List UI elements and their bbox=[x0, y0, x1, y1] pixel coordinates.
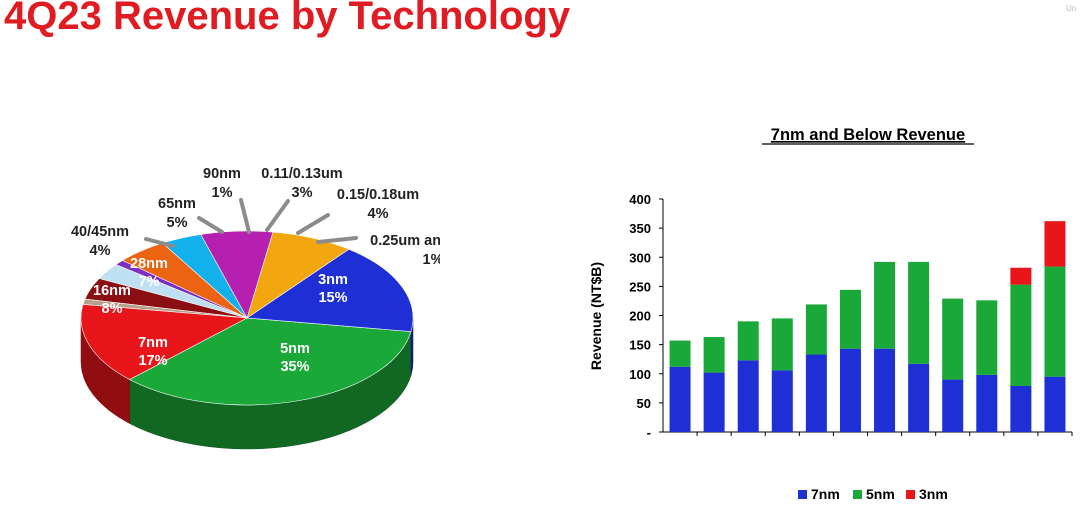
bars bbox=[669, 221, 1066, 432]
pie-label-90nm: 90nm 1% bbox=[203, 166, 241, 201]
legend-label-7nm: 7nm bbox=[811, 486, 840, 502]
y-tick-label: 50 bbox=[637, 396, 651, 411]
bar-7nm-11 bbox=[1010, 385, 1032, 432]
bar-5nm-3 bbox=[737, 321, 759, 361]
pie-label-65nm: 65nm 5% bbox=[158, 196, 196, 231]
y-tick-label: - bbox=[647, 425, 651, 440]
bar-5nm-10 bbox=[976, 300, 998, 375]
y-tick-label: 350 bbox=[629, 221, 651, 236]
bar-5nm-2 bbox=[703, 337, 725, 373]
bar-5nm-4 bbox=[771, 318, 793, 371]
bar-5nm-9 bbox=[942, 298, 964, 380]
bar-5nm-7 bbox=[874, 261, 896, 349]
legend-swatch-3nm bbox=[906, 490, 915, 499]
bar-7nm-8 bbox=[908, 363, 930, 432]
y-axis-label: Revenue (NT$B) bbox=[588, 262, 604, 370]
y-tick-label: 300 bbox=[629, 250, 651, 265]
bar-5nm-5 bbox=[805, 304, 827, 355]
bar-7nm-2 bbox=[703, 372, 725, 432]
bar-legend: 7nm 5nm 3nm bbox=[798, 486, 948, 502]
pie-label-3nm: 3nm 15% bbox=[318, 272, 348, 306]
pie-label-16nm: 16nm 8% bbox=[93, 283, 131, 317]
pie-slice-5nm bbox=[128, 317, 412, 406]
bar-7nm-9 bbox=[942, 379, 964, 432]
y-tick-label: 150 bbox=[629, 338, 651, 353]
pie-label-7nm: 7nm 17% bbox=[138, 335, 168, 369]
pie-slice-7nm bbox=[246, 248, 414, 332]
pie-leader-65nm bbox=[197, 216, 224, 234]
pie-leader-0-11-0-13um bbox=[265, 199, 290, 232]
bar-3nm-12 bbox=[1044, 221, 1066, 267]
y-tick-label: 200 bbox=[629, 309, 651, 324]
legend-label-5nm: 5nm bbox=[866, 486, 895, 502]
bar-7nm-10 bbox=[976, 374, 998, 432]
pie-leader-90nm bbox=[239, 198, 251, 234]
y-tick-label: 100 bbox=[629, 367, 651, 382]
bar-7nm-7 bbox=[874, 348, 896, 432]
legend-swatch-7nm bbox=[798, 490, 807, 499]
bar-3nm-11 bbox=[1010, 267, 1032, 285]
bar-5nm-6 bbox=[839, 289, 861, 349]
pie-leader-0-15-0-18um bbox=[296, 213, 330, 235]
y-tick-label: 250 bbox=[629, 279, 651, 294]
pie-label-0-25um-and-above: 0.25um and above1% bbox=[370, 233, 440, 268]
corner-mark: Un bbox=[1066, 4, 1077, 13]
bar-5nm-1 bbox=[669, 340, 691, 367]
legend-swatch-5nm bbox=[853, 490, 862, 499]
pie-chart: 5nm 35% 7nm 17%16nm 8%28nm 7%40/45nm 4% 65nm 5%9… bbox=[71, 166, 440, 450]
pie-label-0-11-0-13um: 0.11/0.13um 3% bbox=[261, 166, 342, 201]
pie-label-0-15-0-18um: 0.15/0.18um 4% bbox=[337, 187, 419, 222]
pie-label-40-45nm: 40/45nm 4% bbox=[71, 224, 129, 259]
pie-label-5nm: 5nm 35% bbox=[280, 341, 310, 375]
bar-5nm-8 bbox=[908, 261, 930, 364]
pie-slice-3nm bbox=[80, 304, 249, 380]
bar-5nm-11 bbox=[1010, 284, 1032, 386]
bar-chart-title: 7nm and Below Revenue bbox=[771, 126, 965, 144]
bar-7nm-6 bbox=[839, 348, 861, 432]
pie-leader-40-45nm bbox=[144, 237, 175, 248]
pie-leader-0-25um-and-above bbox=[316, 236, 358, 244]
bar-7nm-1 bbox=[669, 366, 691, 432]
legend-label-3nm: 3nm bbox=[919, 486, 948, 502]
bar-5nm-12 bbox=[1044, 266, 1066, 377]
page-title: 4Q23 Revenue by Technology bbox=[4, 0, 571, 38]
y-tick-label: 400 bbox=[629, 192, 651, 207]
pie-top bbox=[80, 230, 414, 406]
bar-7nm-4 bbox=[771, 370, 793, 432]
bar-7nm-3 bbox=[737, 360, 759, 432]
pie-label-28nm: 28nm 7% bbox=[130, 256, 168, 290]
pie-labels: 5nm 35% 7nm 17%16nm 8%28nm 7%40/45nm 4% 65nm 5%9… bbox=[71, 166, 440, 375]
bar-7nm-12 bbox=[1044, 376, 1066, 432]
bar-7nm-5 bbox=[805, 354, 827, 432]
bar-chart: 7nm and Below Revenue Revenue (NT$B) - 50 10… bbox=[588, 126, 1073, 502]
